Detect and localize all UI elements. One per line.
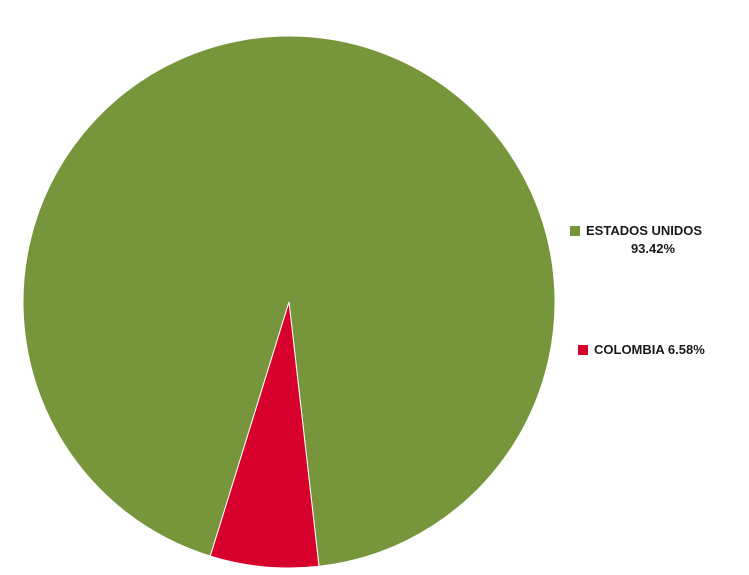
legend-item-colombia: COLOMBIA 6.58% (578, 341, 705, 359)
pie-slice-colombia (209, 301, 320, 569)
legend-item-estados-unidos: ESTADOS UNIDOS 93.42% (570, 222, 728, 258)
legend-label-estados-unidos: ESTADOS UNIDOS (586, 223, 703, 238)
legend-label-colombia: COLOMBIA (594, 342, 665, 357)
legend-swatch-colombia (578, 345, 588, 355)
legend-percent-estados-unidos: 93.42% (630, 241, 676, 256)
legend-swatch-estados-unidos (570, 226, 580, 236)
pie-slice-estados-unidos (22, 35, 556, 567)
legend-percent-colombia: 6.58% (667, 342, 705, 357)
